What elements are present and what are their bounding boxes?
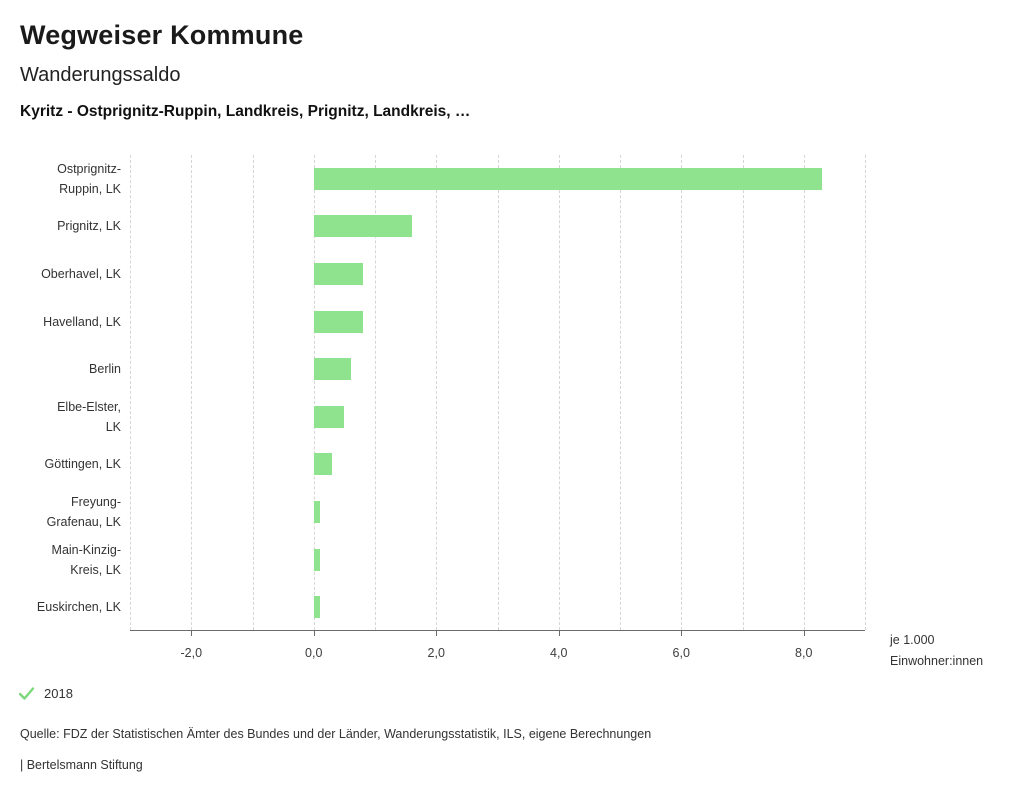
brand-note: | Bertelsmann Stiftung bbox=[20, 758, 143, 772]
axis-tick bbox=[803, 630, 805, 636]
source-note: Quelle: FDZ der Statistischen Ämter des … bbox=[20, 727, 652, 741]
chart-title: Wanderungssaldo bbox=[20, 64, 181, 86]
category-label: Elbe-Elster, LK bbox=[57, 399, 121, 434]
page-title: Wegweiser Kommune bbox=[20, 20, 304, 50]
axis-tick bbox=[436, 630, 438, 636]
axis-tick-label: 2,0 bbox=[427, 646, 445, 660]
bar[interactable] bbox=[313, 453, 333, 476]
bar[interactable] bbox=[313, 310, 363, 333]
bar[interactable] bbox=[313, 405, 345, 428]
category-label: Göttingen, LK bbox=[44, 457, 121, 472]
bar[interactable] bbox=[313, 501, 320, 523]
gridline bbox=[742, 155, 744, 630]
category-label: Euskirchen, LK bbox=[36, 600, 121, 615]
axis-tick bbox=[191, 630, 193, 636]
gridline bbox=[436, 155, 438, 630]
axis-unit-label: je 1.000 Einwohner:innen bbox=[890, 633, 984, 668]
category-label: Freyung- Grafenau, LK bbox=[46, 495, 121, 529]
axis-tick-label: 6,0 bbox=[672, 646, 690, 660]
bar[interactable] bbox=[313, 215, 412, 238]
gridline bbox=[497, 155, 499, 630]
axis-tick bbox=[313, 630, 315, 636]
gridline bbox=[252, 155, 254, 630]
axis-tick-label: -2,0 bbox=[180, 646, 203, 660]
gridline bbox=[375, 155, 376, 630]
axis-tick-label: 8,0 bbox=[795, 646, 813, 660]
gridline bbox=[620, 155, 621, 630]
plot-area: Ostprignitz- Ruppin, LK Prignitz, LK Oberh… bbox=[37, 155, 866, 660]
axis-tick bbox=[558, 630, 560, 636]
axis-tick-label: 0,0 bbox=[305, 646, 323, 660]
gridline bbox=[558, 155, 560, 630]
bar[interactable] bbox=[313, 263, 363, 285]
bar[interactable] bbox=[313, 358, 351, 381]
gridline bbox=[191, 155, 193, 630]
check-icon bbox=[18, 686, 35, 701]
legend-label: 2018 bbox=[44, 686, 73, 701]
gridline bbox=[865, 155, 866, 630]
category-label: Havelland, LK bbox=[43, 314, 121, 329]
gridline bbox=[681, 155, 683, 630]
selection-breadcrumb: Kyritz - Ostprignitz-Ruppin, Landkreis, … bbox=[20, 103, 471, 120]
legend-item-2018[interactable]: 2018 bbox=[18, 686, 73, 701]
bar[interactable] bbox=[313, 167, 823, 190]
category-label: Prignitz, LK bbox=[57, 219, 121, 234]
bar[interactable] bbox=[313, 548, 320, 571]
category-label: Ostprignitz- Ruppin, LK bbox=[57, 161, 121, 196]
gridline bbox=[130, 155, 131, 630]
category-label: Main-Kinzig- Kreis, LK bbox=[51, 542, 121, 577]
axis-tick bbox=[681, 630, 683, 636]
gridline bbox=[803, 155, 805, 630]
bar[interactable] bbox=[313, 596, 320, 619]
category-label: Oberhavel, LK bbox=[41, 267, 121, 281]
category-label: Berlin bbox=[89, 362, 121, 377]
axis-tick-label: 4,0 bbox=[550, 646, 568, 660]
gridline bbox=[313, 155, 315, 630]
